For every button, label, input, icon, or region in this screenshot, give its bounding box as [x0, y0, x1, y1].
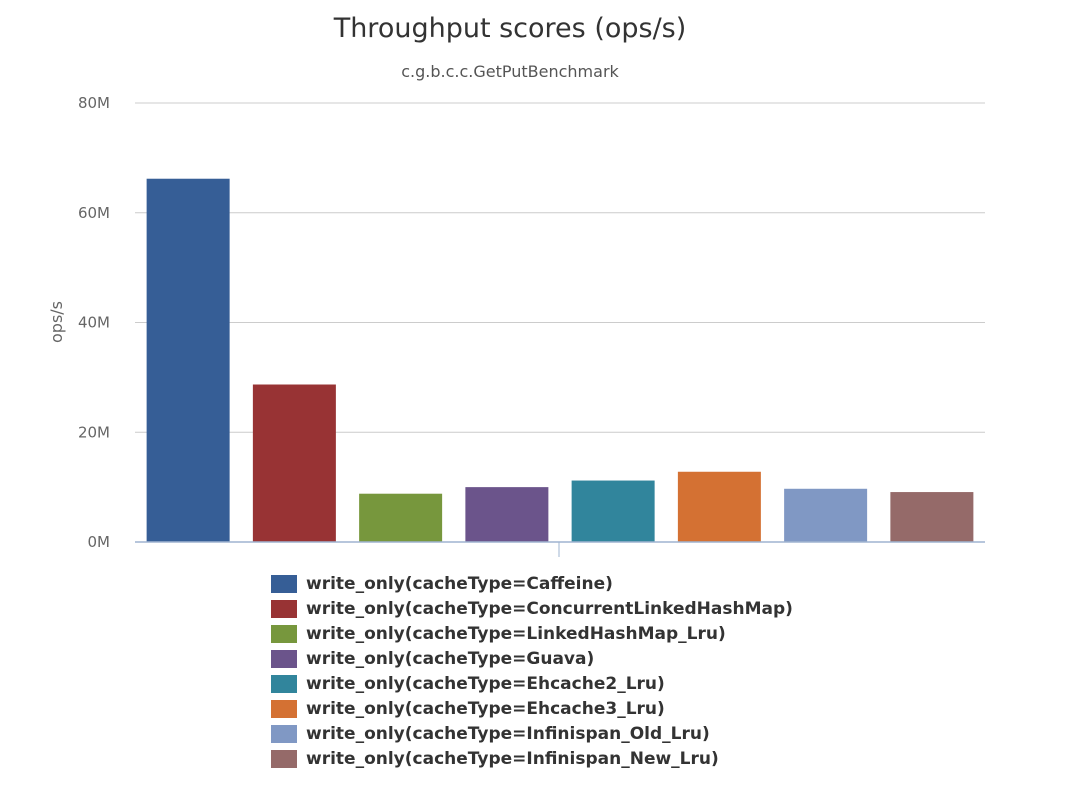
- y-tick-label: 60M: [78, 204, 110, 222]
- bar[interactable]: [890, 492, 974, 542]
- legend-label: write_only(cacheType=Ehcache2_Lru): [306, 673, 665, 694]
- legend-item[interactable]: write_only(cacheType=LinkedHashMap_Lru): [271, 621, 793, 646]
- legend-label: write_only(cacheType=LinkedHashMap_Lru): [306, 623, 726, 644]
- y-axis-ticks: 0M 20M 40M 60M 80M: [78, 94, 110, 551]
- y-tick-label: 80M: [78, 94, 110, 112]
- bar[interactable]: [252, 384, 336, 542]
- legend-item[interactable]: write_only(cacheType=Infinispan_Old_Lru): [271, 721, 793, 746]
- chart-subtitle: c.g.b.c.c.GetPutBenchmark: [401, 62, 619, 81]
- bar-chart: 0M 20M 40M 60M 80M ops/s: [47, 94, 985, 557]
- legend-swatch: [271, 674, 297, 693]
- legend-item[interactable]: write_only(cacheType=Ehcache3_Lru): [271, 696, 793, 721]
- y-tick-label: 20M: [78, 423, 110, 441]
- legend-label: write_only(cacheType=ConcurrentLinkedHas…: [306, 598, 793, 619]
- legend-item[interactable]: write_only(cacheType=Guava): [271, 646, 793, 671]
- y-tick-label: 0M: [88, 533, 111, 551]
- grid-lines: [135, 102, 985, 433]
- legend-swatch: [271, 574, 297, 593]
- legend-swatch: [271, 749, 297, 768]
- bar[interactable]: [146, 178, 230, 543]
- bar[interactable]: [465, 487, 549, 542]
- legend-swatch: [271, 724, 297, 743]
- legend-item[interactable]: write_only(cacheType=ConcurrentLinkedHas…: [271, 596, 793, 621]
- bars: [146, 178, 974, 543]
- legend-swatch: [271, 599, 297, 618]
- legend: write_only(cacheType=Caffeine) write_only…: [271, 571, 793, 771]
- legend-item[interactable]: write_only(cacheType=Caffeine): [271, 571, 793, 596]
- legend-label: write_only(cacheType=Ehcache3_Lru): [306, 698, 665, 719]
- legend-label: write_only(cacheType=Infinispan_New_Lru): [306, 748, 719, 769]
- bar[interactable]: [571, 480, 655, 542]
- legend-swatch: [271, 699, 297, 718]
- legend-swatch: [271, 649, 297, 668]
- bar[interactable]: [677, 471, 761, 542]
- legend-item[interactable]: write_only(cacheType=Infinispan_New_Lru): [271, 746, 793, 771]
- legend-label: write_only(cacheType=Caffeine): [306, 573, 613, 594]
- y-tick-label: 40M: [78, 314, 110, 332]
- legend-label: write_only(cacheType=Guava): [306, 648, 595, 669]
- legend-item[interactable]: write_only(cacheType=Ehcache2_Lru): [271, 671, 793, 696]
- legend-swatch: [271, 624, 297, 643]
- legend-label: write_only(cacheType=Infinispan_Old_Lru): [306, 723, 710, 744]
- y-axis-label: ops/s: [47, 301, 66, 343]
- bar[interactable]: [784, 488, 868, 542]
- bar[interactable]: [359, 493, 443, 542]
- chart-title: Throughput scores (ops/s): [333, 13, 687, 44]
